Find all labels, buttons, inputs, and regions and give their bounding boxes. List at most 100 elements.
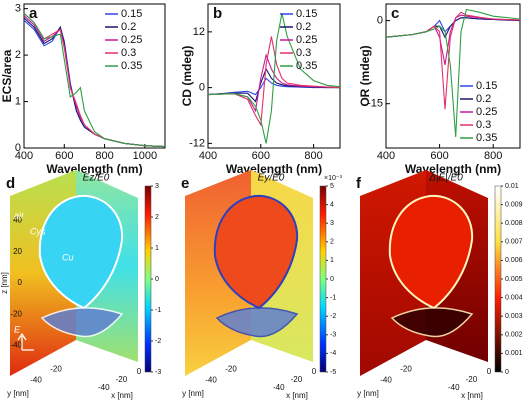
y-tick-label: -15: [367, 98, 383, 110]
annotation: Cys: [30, 226, 46, 236]
y-tick-label: 0: [199, 82, 205, 94]
y-tick-label: -40: [205, 376, 217, 385]
x-tick-label: 400: [199, 150, 217, 162]
colorbar-tick-label: 1: [155, 245, 159, 252]
series-line: [385, 8, 521, 137]
y-tick-label: 12: [193, 26, 205, 38]
y-tick-label: -20: [400, 364, 412, 373]
z-tick-label: -20: [10, 309, 22, 318]
colorbar-tick-label: -1: [155, 307, 161, 314]
x-tick-label: -40: [273, 383, 285, 392]
z-tick-label: 20: [13, 247, 22, 256]
panel-label: b: [213, 5, 222, 22]
colorbar-tick-label: 0: [505, 369, 509, 376]
colorbar-tick-label: 2: [155, 214, 159, 221]
colorbar-tick-label: 0: [155, 276, 159, 283]
series-line: [23, 15, 166, 148]
colorbar-tick-label: -3: [330, 332, 336, 339]
series-line: [207, 13, 341, 144]
y-axis-label: CD (mdeg): [180, 46, 194, 107]
colorbar: [144, 185, 152, 373]
z-tick-label: -40: [10, 341, 22, 350]
legend-label: 0.2: [121, 21, 136, 33]
annotation: Cu: [62, 252, 74, 262]
z-tick-label: 0: [18, 278, 23, 287]
panel-label: a: [29, 5, 38, 22]
x-tick-label: 800: [304, 150, 322, 162]
colorbar-tick-label: 2: [330, 239, 334, 246]
field-arrow: [17, 332, 34, 351]
x-tick-label: 400: [15, 150, 33, 162]
legend-label: 0.2: [296, 21, 311, 33]
particle-slice: [40, 307, 124, 338]
x-tick-label: -20: [116, 375, 128, 384]
panel-label: f: [356, 175, 362, 192]
colorbar-tick-label: 0.007: [505, 239, 523, 246]
colorbar-tick-label: 3: [330, 220, 334, 227]
x-tick-label: -40: [98, 383, 110, 392]
legend-label: 0.25: [121, 34, 142, 46]
plot-frame: [23, 3, 166, 149]
colorbar-tick-label: -1: [330, 294, 336, 301]
colorbar-tick-label: -4: [330, 350, 336, 357]
x-tick-label: -40: [448, 383, 460, 392]
x-tick-label: 400: [377, 150, 395, 162]
colorbar: [494, 185, 502, 373]
colorbar-tick-label: 0.003: [505, 313, 523, 320]
y-axis-label: y [nm]: [182, 389, 204, 398]
y-tick-label: -40: [380, 376, 392, 385]
colorbar-tick-label: 0.001: [505, 350, 523, 357]
legend-label: 0.15: [296, 8, 317, 20]
panel-label: e: [181, 175, 189, 192]
annotation: E: [14, 324, 21, 334]
y-tick-label: -12: [189, 137, 205, 149]
panel-label: d: [6, 175, 15, 192]
y-tick-label: 0: [15, 142, 21, 154]
y-tick-label: 3: [15, 3, 21, 15]
z-tick-label: 40: [13, 216, 22, 225]
legend-label: 0.35: [476, 132, 497, 144]
y-tick-label: -20: [50, 364, 62, 373]
x-axis-label: x [nm]: [111, 391, 133, 400]
x-axis-label: x [nm]: [286, 391, 308, 400]
legend-label: 0.25: [296, 34, 317, 46]
series-line: [23, 12, 166, 148]
field-panel: [185, 170, 313, 376]
series-line: [207, 36, 341, 127]
z-axis-label: z [nm]: [0, 272, 9, 294]
annotation: air: [14, 210, 25, 220]
colorbar-tick-label: 0.005: [505, 276, 523, 283]
panel-title: Δ|E|/E0: [428, 173, 463, 184]
colorbar-tick-label: 5: [330, 183, 334, 190]
legend-label: 0.2: [476, 93, 491, 105]
y-axis-label: OR (mdeg): [358, 45, 372, 106]
colorbar-tick-label: -5: [330, 369, 336, 376]
colorbar-tick-label: 0: [330, 276, 334, 283]
x-tick-label: 800: [95, 150, 113, 162]
y-tick-label: 2: [15, 49, 21, 61]
y-tick-label: 0: [377, 15, 383, 27]
y-tick-label: -40: [30, 376, 42, 385]
colorbar-tick-label: 0.01: [505, 183, 519, 190]
colorbar-tick-label: -3: [155, 369, 161, 376]
y-tick-label: -20: [225, 364, 237, 373]
x-tick-label: 800: [484, 150, 502, 162]
colorbar-tick-label: -2: [155, 338, 161, 345]
series-line: [385, 14, 521, 66]
colorbar-tick-label: 1: [330, 257, 334, 264]
colorbar-tick-label: 4: [330, 201, 334, 208]
series-line: [23, 17, 166, 148]
legend-label: 0.3: [476, 119, 491, 131]
panel-title: Ez/E0: [83, 173, 110, 184]
particle-slice: [390, 307, 474, 338]
colorbar-tick-label: 0.006: [505, 257, 523, 264]
colorbar-tick-label: -2: [330, 313, 336, 320]
legend-label: 0.3: [121, 47, 136, 59]
y-tick-label: 1: [15, 95, 21, 107]
plot-frame: [385, 3, 521, 149]
colorbar-tick-label: 0.004: [505, 294, 523, 301]
colorbar-tick-label: 0.002: [505, 332, 523, 339]
panel-label: c: [391, 5, 399, 22]
x-tick-label: 0: [487, 367, 492, 376]
series-line: [23, 12, 166, 148]
